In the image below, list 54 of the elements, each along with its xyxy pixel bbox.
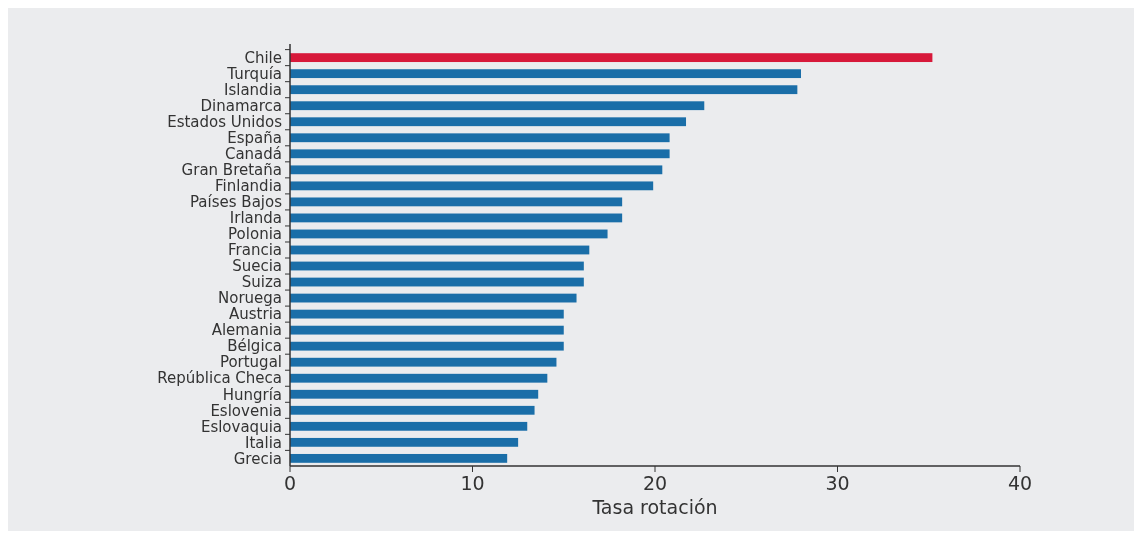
y-tick-label: Irlanda [229,209,282,228]
bar [290,213,623,223]
y-tick-label: Portugal [219,353,282,372]
x-axis-title: Tasa rotación [591,496,718,518]
y-tick-label: Chile [244,48,282,67]
bar [290,133,670,143]
bar [290,421,528,431]
y-tick-label: Suiza [241,273,282,292]
y-tick-label: Suecia [232,257,282,276]
bar [290,277,584,287]
bar [290,197,623,207]
y-tick-label: Grecia [233,449,282,468]
bar [290,309,564,319]
y-tick-label: Dinamarca [200,96,282,115]
bar [290,341,564,351]
bar [290,261,584,271]
bar [290,53,933,63]
bar [290,357,557,367]
y-tick-label: Eslovaquia [200,417,282,436]
bar [290,293,577,303]
x-tick-label: 30 [825,472,850,494]
bar [290,437,519,447]
y-tick-label: Polonia [228,225,282,244]
x-tick-label: 40 [1007,472,1033,494]
y-tick-label: Turquía [226,64,282,83]
bar [290,245,590,255]
y-tick-label: Francia [227,241,282,260]
y-tick-label: Países Bajos [190,193,283,212]
bar [290,405,535,415]
y-tick-label: Hungría [222,385,282,404]
bar [290,149,670,159]
bar [290,453,508,463]
x-tick-label: 0 [283,472,297,494]
bar [290,85,798,95]
y-tick-label: República Checa [157,369,282,388]
y-tick-label: Estados Unidos [167,112,283,131]
y-tick-label: Finlandia [215,177,282,196]
y-tick-label: Bélgica [227,337,282,356]
y-tick-label: Gran Bretaña [181,161,282,180]
x-tick-label: 10 [460,472,485,494]
y-tick-label: Noruega [217,289,282,308]
bar [290,325,564,335]
bar [290,117,687,127]
bar [290,101,705,111]
bar [290,389,539,399]
bar [290,69,801,79]
bar [290,373,548,383]
y-tick-label: Canadá [224,145,282,164]
x-tick-label: 20 [642,472,668,494]
bar [290,165,663,175]
bar [290,229,608,239]
y-tick-label: España [227,129,282,148]
bar [290,181,654,191]
y-tick-label: Austria [229,305,282,324]
